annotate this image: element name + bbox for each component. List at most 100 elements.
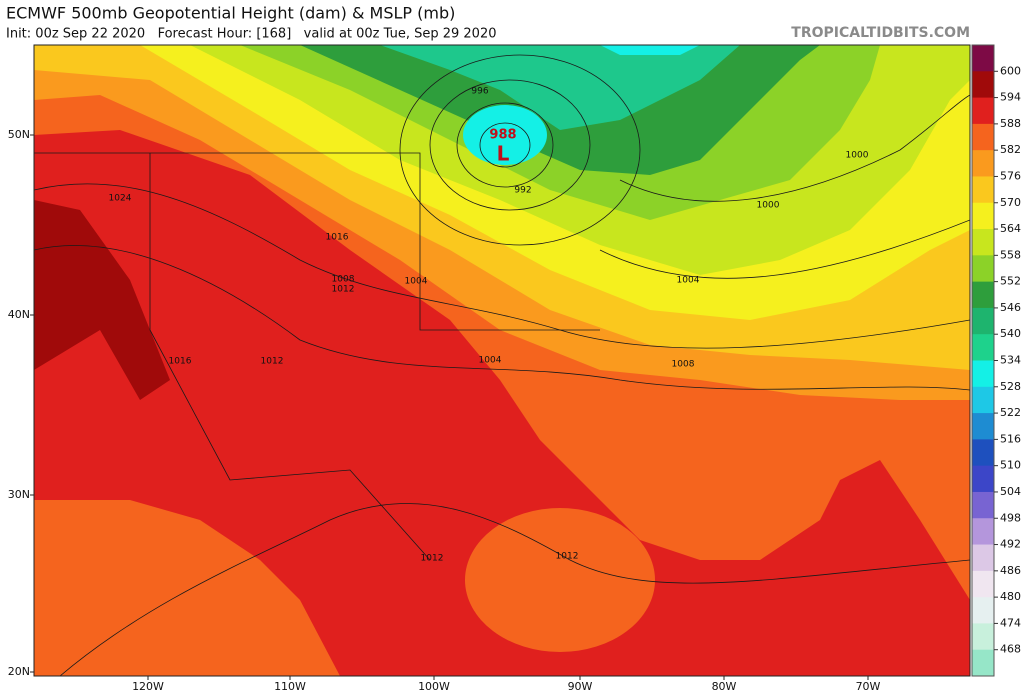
band-582-sw <box>34 500 340 676</box>
isobar-label: 1012 <box>556 552 579 562</box>
isobar-label: 1000 <box>846 151 869 161</box>
isobar-label: 1012 <box>261 357 284 367</box>
band-534-top <box>600 45 700 55</box>
low-symbol: L <box>497 142 510 166</box>
map-frame <box>33 44 971 677</box>
colorbar-swatch <box>972 544 994 572</box>
colorbar-swatch <box>972 255 994 283</box>
isobar <box>599 219 970 279</box>
latitude-label: 30N <box>8 488 30 501</box>
colorbar-swatch <box>972 229 994 256</box>
colorbar-label: 492 <box>1000 538 1021 551</box>
colorbar-label: 564 <box>1000 222 1021 235</box>
colorbar-swatch <box>972 597 994 624</box>
colorbar-label: 540 <box>1000 327 1021 340</box>
colorbar-label: 570 <box>1000 196 1021 209</box>
colorbar-label: 480 <box>1000 590 1021 603</box>
colorbar-swatch <box>972 176 994 204</box>
latitude-label: 20N <box>8 665 30 678</box>
isobar-label: 1012 <box>421 554 444 564</box>
colorbar-label: 594 <box>1000 91 1021 104</box>
colorbar-swatch <box>972 360 994 388</box>
colorbar-swatch <box>972 45 994 72</box>
colorbar-label: 510 <box>1000 459 1021 472</box>
border <box>34 152 600 331</box>
site-watermark: TROPICALTIDBITS.COM <box>791 25 970 41</box>
colorbar-label: 588 <box>1000 117 1021 130</box>
isobar-label: 1004 <box>405 277 428 287</box>
band-582-gulf <box>465 508 655 652</box>
colorbar-swatch <box>972 307 994 335</box>
colorbar-label: 504 <box>1000 485 1021 498</box>
border <box>149 153 431 561</box>
isobar <box>456 102 554 188</box>
isobar-label: 1008 <box>672 360 695 370</box>
colorbar-swatch <box>972 570 994 598</box>
colorbar-swatch <box>972 123 994 151</box>
colorbar-label: 522 <box>1000 406 1021 419</box>
colorbar-label: 558 <box>1000 248 1021 261</box>
colorbar-swatch <box>972 413 994 440</box>
latitude-label: 50N <box>8 128 30 141</box>
isobar-label: 1016 <box>326 233 349 243</box>
isobar-label: 1000 <box>757 201 780 211</box>
colorbar-label: 474 <box>1000 616 1021 629</box>
colorbar-swatch <box>972 334 994 361</box>
isobar <box>34 245 970 391</box>
isobar <box>59 503 970 676</box>
colorbar-label: 516 <box>1000 432 1021 445</box>
longitude-label: 100W <box>418 680 450 693</box>
colorbar-label: 498 <box>1000 511 1021 524</box>
colorbar-label: 486 <box>1000 564 1021 577</box>
longitude-label: 70W <box>856 680 881 693</box>
colorbar-label: 468 <box>1000 643 1021 656</box>
colorbar-swatch <box>972 518 994 546</box>
longitude-label: 80W <box>712 680 737 693</box>
isobar-label: 1012 <box>332 285 355 295</box>
longitude-label: 120W <box>132 680 164 693</box>
low-pressure-value: 988 <box>489 128 516 143</box>
isobar <box>619 94 970 202</box>
colorbar-swatch <box>972 150 994 177</box>
colorbar-swatch <box>972 281 994 309</box>
isobar-label: 1016 <box>169 357 192 367</box>
colorbar-label: 552 <box>1000 275 1021 288</box>
isobar <box>429 79 591 211</box>
colorbar: 600 594 588 582 576 570 564 558 552 546 540 534 528 5… <box>971 44 1021 677</box>
isobar <box>399 54 641 246</box>
band-594 <box>34 200 170 400</box>
longitude-label: 110W <box>274 680 306 693</box>
latitude-label: 40N <box>8 308 30 321</box>
longitude-label: 90W <box>568 680 593 693</box>
isobar-label: 1004 <box>479 356 502 366</box>
colorbar-label: 582 <box>1000 143 1021 156</box>
colorbar-swatch <box>972 202 994 230</box>
colorbar-swatch <box>972 623 994 651</box>
colorbar-label: 546 <box>1000 301 1021 314</box>
band-534 <box>463 105 547 165</box>
colorbar-swatch <box>972 439 994 467</box>
colorbar-swatch <box>972 71 994 99</box>
band-540 <box>380 45 740 130</box>
isobar-label: 1024 <box>109 194 132 204</box>
isobar-label: 1008 <box>332 275 355 285</box>
isobar <box>34 183 970 349</box>
colorbar-label: 576 <box>1000 169 1021 182</box>
subtitle: Init: 00z Sep 22 2020 Forecast Hour: [16… <box>6 27 497 42</box>
colorbar-swatch <box>972 386 994 414</box>
title: ECMWF 500mb Geopotential Height (dam) & … <box>6 4 455 23</box>
colorbar-label: 534 <box>1000 354 1021 367</box>
colorbar-swatch <box>972 491 994 519</box>
colorbar-swatch <box>972 649 994 677</box>
isobar <box>479 122 531 168</box>
colorbar-label: 528 <box>1000 380 1021 393</box>
colorbar-label: 600 <box>1000 64 1021 77</box>
isobar-label: 992 <box>514 186 531 196</box>
colorbar-swatch <box>972 465 994 493</box>
isobar-label: 1004 <box>677 276 700 286</box>
colorbar-swatch <box>972 97 994 125</box>
isobar-label: 996 <box>471 87 488 97</box>
